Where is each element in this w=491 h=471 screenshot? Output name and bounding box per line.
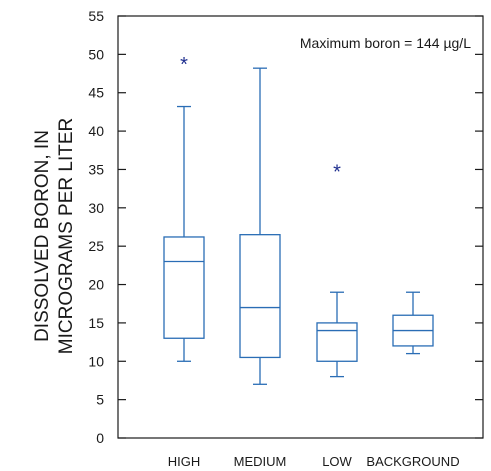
box-high: * — [163, 54, 205, 362]
max-boron-annotation: Maximum boron = 144 µg/L — [300, 35, 471, 51]
category-label: LOW — [322, 454, 352, 469]
box-low: * — [316, 161, 358, 378]
y-axis-ticks: 0 5 10 15 20 25 30 35 40 45 50 55 — [88, 8, 483, 446]
y-tick-label: 35 — [88, 161, 104, 177]
y-tick-label: 5 — [96, 392, 104, 408]
y-tick-label: 40 — [88, 123, 104, 139]
y-tick-label: 0 — [96, 430, 104, 446]
plot-border — [117, 15, 484, 439]
y-axis-title-line-1: DISSOLVED BORON, IN — [32, 130, 53, 342]
outlier-marker: * — [180, 54, 188, 76]
y-tick-label: 15 — [88, 315, 104, 331]
category-label: HIGH — [168, 454, 201, 469]
box-medium — [239, 67, 281, 385]
y-tick-label: 55 — [88, 8, 104, 24]
plot-frame — [117, 15, 484, 439]
y-axis-title-line-2: MICROGRAMS PER LITER — [56, 118, 77, 354]
outlier-marker: * — [333, 161, 341, 183]
interquartile-box — [316, 322, 358, 362]
interquartile-box — [239, 234, 281, 359]
y-tick-label: 45 — [88, 85, 104, 101]
category-label: BACKGROUND — [366, 454, 459, 469]
box-series: ** — [163, 54, 434, 385]
category-label: MEDIUM — [234, 454, 287, 469]
box-background — [392, 291, 434, 355]
y-tick-label: 10 — [88, 353, 104, 369]
interquartile-box — [163, 236, 205, 339]
y-tick-label: 30 — [88, 200, 104, 216]
y-tick-label: 25 — [88, 238, 104, 254]
y-axis-title: DISSOLVED BORON, IN MICROGRAMS PER LITER — [32, 118, 77, 354]
y-tick-label: 20 — [88, 277, 104, 293]
category-labels: HIGH MEDIUM LOW BACKGROUND — [168, 454, 460, 469]
y-tick-label: 50 — [88, 46, 104, 62]
